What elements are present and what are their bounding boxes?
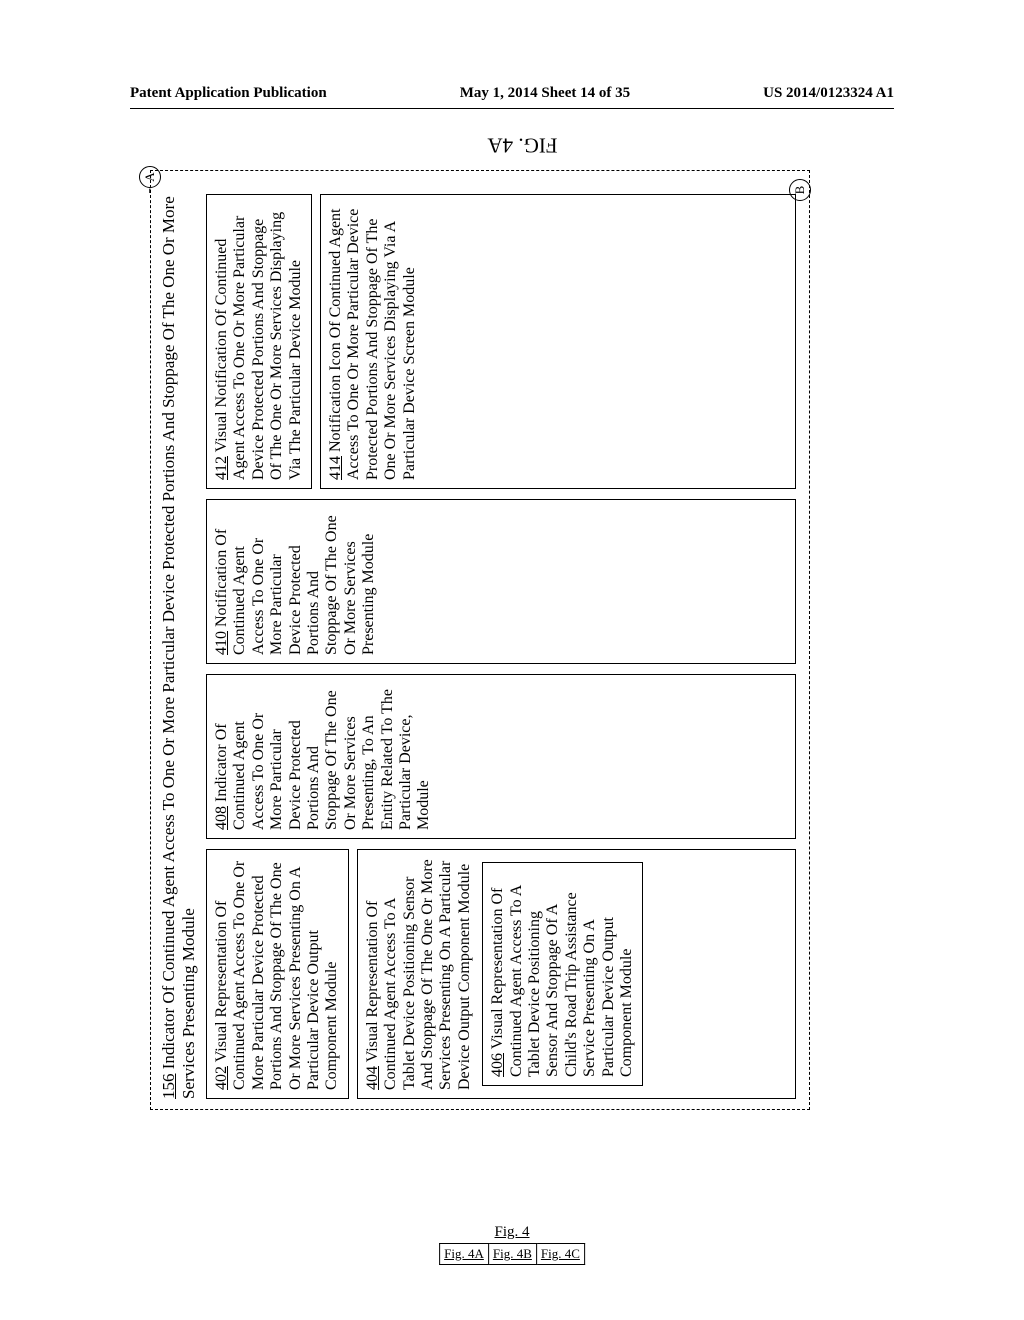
box-414-ref: 414 [327,456,344,480]
box-402-text: Visual Representation Of Continued Agent… [213,861,340,1090]
connector-a: -A [139,166,161,194]
box-412-ref: 412 [213,456,230,480]
module-156-text: Indicator Of Continued Agent Access To O… [159,196,198,1099]
figure-rotated: 156 Indicator Of Continued Agent Access … [150,170,870,1110]
box-412: 412 Visual Notification Of Continued Age… [206,194,312,489]
box-404: 404 Visual Representation Of Continued A… [357,849,796,1099]
figure-area: 156 Indicator Of Continued Agent Access … [150,170,870,1110]
box-402-ref: 402 [213,1066,230,1090]
box-410-ref: 410 [213,631,230,655]
module-columns: 402 Visual Representation Of Continued A… [206,181,796,1099]
box-408-text: Indicator Of Continued Agent Access To O… [213,689,432,830]
keymap-cell: Fig. 4C [536,1244,584,1265]
keymap-title: Fig. 4 [439,1224,585,1241]
module-156-title: 156 Indicator Of Continued Agent Access … [159,181,198,1099]
keymap-cell: Fig. 4B [488,1244,536,1265]
figure-keymap: Fig. 4 Fig. 4A Fig. 4B Fig. 4C [439,1224,585,1265]
box-404-text: Visual Representation Of Continued Agent… [364,859,473,1090]
page: Patent Application Publication May 1, 20… [0,0,1024,1320]
keymap-cell: Fig. 4A [440,1244,489,1265]
header-right: US 2014/0123324 A1 [763,85,894,108]
box-402: 402 Visual Representation Of Continued A… [206,849,349,1099]
box-404-ref: 404 [364,1066,381,1090]
box-406-text: Visual Representation Of Continued Agent… [489,886,635,1077]
box-410-text: Notification Of Continued Agent Access T… [213,515,377,655]
module-156-ref: 156 [159,1074,178,1100]
header-left: Patent Application Publication [130,85,327,108]
box-406: 406 Visual Representation Of Continued A… [482,862,643,1086]
column-4: 412 Visual Notification Of Continued Age… [206,194,796,489]
keymap-table: Fig. 4A Fig. 4B Fig. 4C [439,1243,585,1265]
figure-label: FIG. 4A [487,133,557,158]
connector-b: B [789,179,811,201]
box-408-ref: 408 [213,806,230,830]
box-406-ref: 406 [489,1053,506,1077]
box-410: 410 Notification Of Continued Agent Acce… [206,499,796,664]
page-header: Patent Application Publication May 1, 20… [130,85,894,109]
box-408: 408 Indicator Of Continued Agent Access … [206,674,796,839]
module-156: 156 Indicator Of Continued Agent Access … [150,170,810,1110]
column-1: 402 Visual Representation Of Continued A… [206,849,796,1099]
box-414-text: Notification Icon Of Continued Agent Acc… [327,208,418,480]
box-414: 414 Notification Icon Of Continued Agent… [320,194,796,489]
header-center: May 1, 2014 Sheet 14 of 35 [460,85,630,108]
box-412-text: Visual Notification Of Continued Agent A… [213,212,304,480]
